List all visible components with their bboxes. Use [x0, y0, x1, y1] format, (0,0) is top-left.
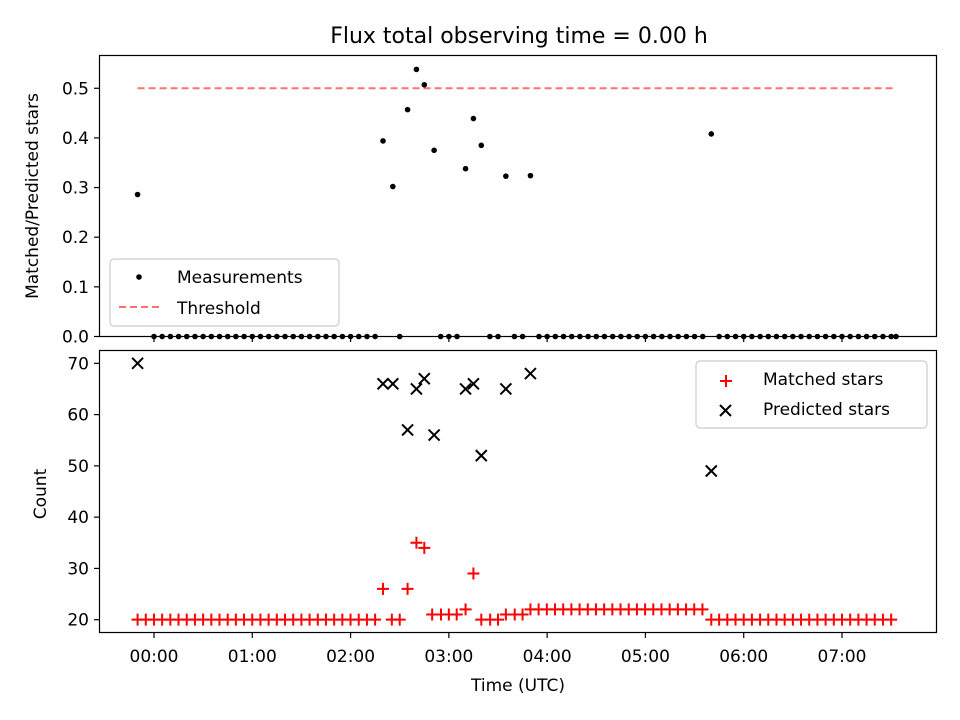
- matched-star-marker: [393, 613, 406, 626]
- count-y-tick-label: 40: [67, 508, 89, 528]
- count-points: [131, 357, 898, 626]
- x-tick-label: 04:00: [523, 647, 572, 667]
- measurement-point: [413, 66, 420, 73]
- predicted-star-marker: [475, 449, 488, 462]
- predicted-star-marker: [376, 377, 390, 391]
- measurement-point: [503, 173, 509, 179]
- measurement-point: [380, 138, 386, 144]
- ratio-y-tick-label: 0.1: [62, 278, 89, 298]
- count-y-tick-label: 30: [67, 559, 89, 579]
- measurement-point: [478, 142, 485, 149]
- ratio-panel-frame: [98, 54, 938, 338]
- legend-matched-label: Matched stars: [763, 370, 883, 390]
- count-y-tick-label: 50: [67, 457, 89, 477]
- matched-star-marker: [516, 608, 529, 621]
- matched-star-marker: [459, 603, 472, 616]
- ratio-legend-box: [109, 258, 340, 327]
- ratio-y-tick-label: 0.4: [62, 129, 89, 149]
- ratio-y-axis-label: Matched/Predicted stars: [23, 93, 43, 299]
- ratio-legend: Measurements Threshold: [109, 258, 340, 327]
- ratio-y-tick-label: 0.5: [62, 79, 89, 99]
- ratio-y-tick-label: 0.3: [62, 179, 89, 199]
- measurement-point: [390, 183, 396, 190]
- matched-star-marker: [450, 608, 463, 621]
- matched-star-marker: [418, 541, 431, 554]
- predicted-star-marker: [131, 357, 144, 370]
- legend-predicted-marker: [719, 404, 732, 417]
- matched-star-marker: [492, 613, 504, 626]
- count-panel: 20 30 40 50 60 70 00:00 01:00 02:00 03:00 04:00 05:…: [31, 349, 938, 696]
- count-y-tick-label: 70: [67, 354, 89, 374]
- predicted-star-marker: [705, 464, 718, 478]
- predicted-star-marker: [386, 377, 400, 391]
- chart-title: Flux total observing time = 0.00 h: [330, 24, 708, 49]
- x-axis-label: Time (UTC): [470, 676, 565, 696]
- measurement-point: [470, 115, 477, 122]
- predicted-star-marker: [467, 377, 480, 391]
- count-legend-box: [695, 360, 928, 429]
- count-panel-frame: [98, 349, 938, 634]
- measurement-point: [404, 106, 411, 113]
- x-tick-label: 01:00: [228, 647, 277, 667]
- ratio-panel: 0.0 0.1 0.2 0.3 0.4 0.5 Matched/Predicted sta…: [23, 54, 938, 348]
- measurement-point: [462, 165, 469, 172]
- count-y-axis-label: Count: [31, 468, 51, 519]
- predicted-star-marker: [459, 382, 472, 396]
- x-tick-label: 05:00: [621, 647, 670, 667]
- count-legend: Matched stars Predicted stars: [695, 360, 928, 429]
- measurement-point: [708, 131, 715, 137]
- matched-star-marker: [410, 536, 423, 549]
- ratio-y-tick-label: 0.2: [62, 228, 89, 248]
- x-tick-label: 03:00: [424, 647, 473, 667]
- measurement-point: [421, 81, 428, 88]
- predicted-star-marker: [524, 367, 537, 380]
- ratio-y-tick-label: 0.0: [62, 328, 89, 348]
- predicted-star-marker: [418, 372, 431, 385]
- predicted-star-marker: [427, 428, 441, 442]
- measurement-point: [527, 172, 534, 179]
- matched-star-marker: [369, 613, 382, 626]
- count-y-tick-label: 20: [67, 611, 89, 631]
- matched-star-marker: [401, 582, 414, 595]
- matched-star-marker: [696, 603, 709, 616]
- predicted-star-marker: [499, 382, 513, 396]
- predicted-star-marker: [401, 423, 414, 437]
- legend-measurement-marker: [136, 274, 142, 280]
- legend-predicted-label: Predicted stars: [763, 400, 890, 420]
- x-tick-label: 02:00: [326, 647, 375, 667]
- x-tick-label: 06:00: [719, 647, 768, 667]
- legend-measurements-label: Measurements: [177, 268, 303, 288]
- count-y-tick-label: 60: [67, 406, 89, 426]
- matched-star-marker: [467, 567, 480, 580]
- x-tick-label: 07:00: [818, 647, 867, 667]
- legend-matched-marker: [720, 375, 732, 387]
- legend-threshold-label: Threshold: [176, 299, 261, 319]
- predicted-star-marker: [410, 382, 423, 396]
- matched-star-marker: [885, 613, 898, 626]
- x-tick-label: 00:00: [130, 647, 179, 667]
- matched-star-marker: [705, 613, 718, 626]
- matched-star-marker: [377, 582, 390, 595]
- measurement-point: [134, 191, 141, 198]
- measurement-point: [431, 147, 437, 154]
